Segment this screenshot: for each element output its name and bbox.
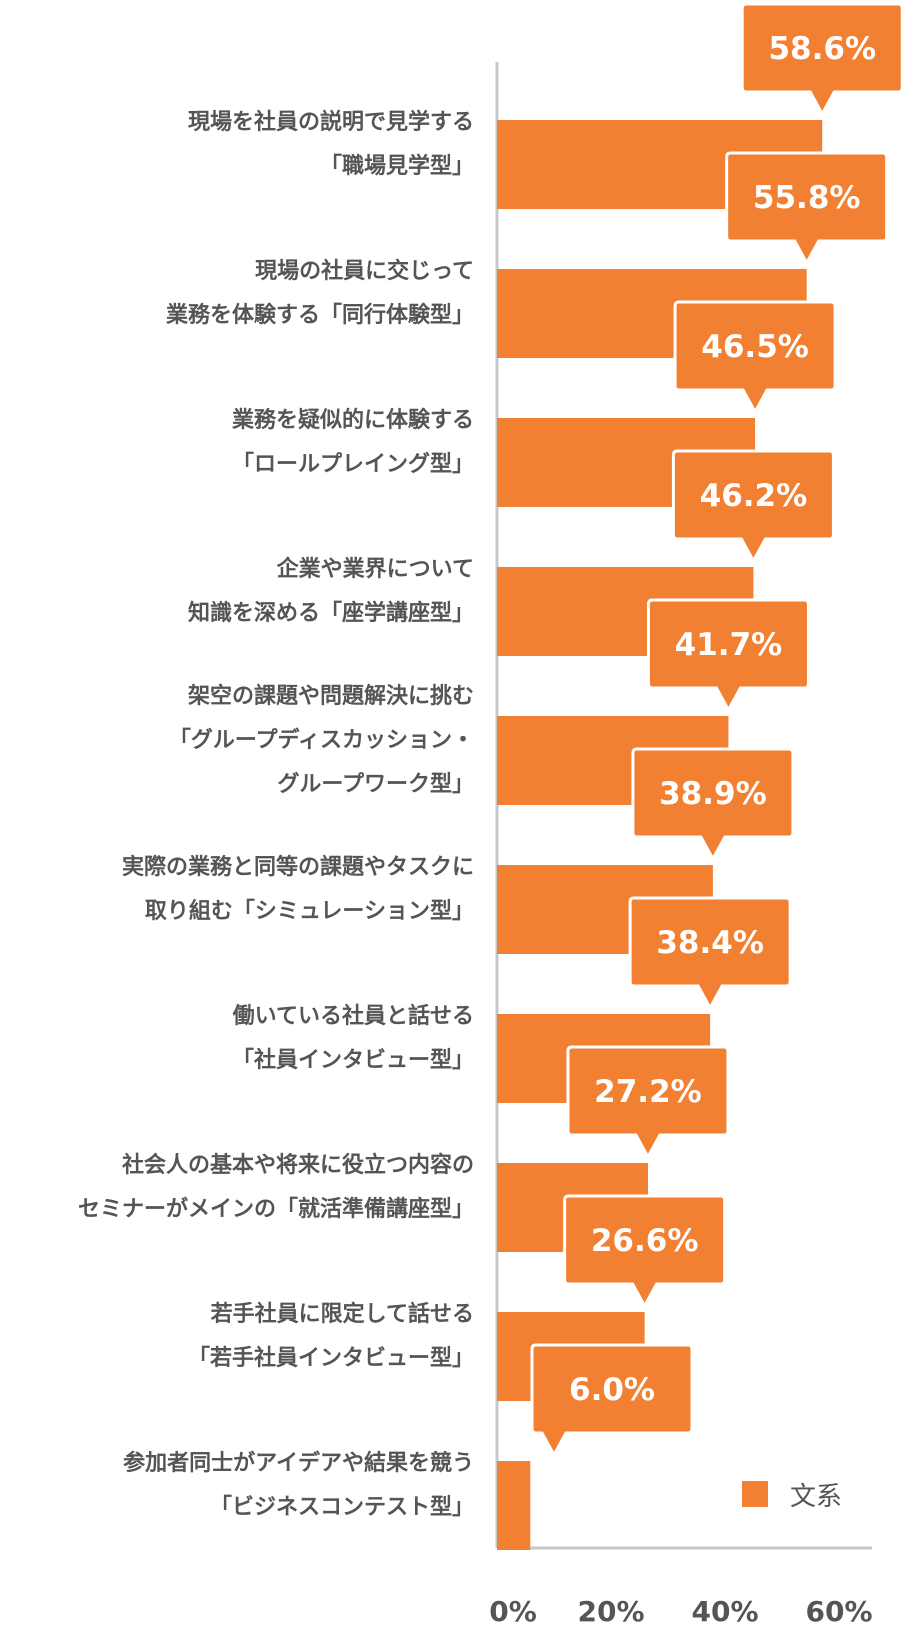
data-label: 46.5% (701, 329, 809, 365)
value-callout (673, 300, 837, 416)
data-label: 6.0% (569, 1372, 655, 1408)
value-callout (646, 598, 810, 714)
category-label: 業務を疑似的に体験する 「ロールプレイング型」 (231, 407, 474, 477)
data-label: 38.9% (659, 776, 767, 812)
data-label: 26.6% (591, 1223, 699, 1259)
category-label: 社会人の基本や将来に役立つ内容の セミナーがメインの「就活準備講座型」 (77, 1152, 474, 1222)
value-callout (740, 2, 904, 118)
x-tick-label: 20% (577, 1595, 645, 1628)
data-label: 46.2% (700, 478, 808, 514)
category-label: 架空の課題や問題解決に挑む 「グループディスカッション・ グループワーク型」 (168, 683, 474, 797)
category-label: 現場の社員に交じって 業務を体験する「同行体験型」 (165, 258, 474, 328)
category-label: 企業や業界について 知識を深める「座学講座型」 (187, 556, 474, 626)
category-label: 実際の業務と同等の課題やタスクに 取り組む「シミュレーション型」 (121, 854, 474, 924)
value-callout (563, 1194, 727, 1310)
data-label: 27.2% (594, 1074, 702, 1110)
category-label: 参加者同士がアイデアや結果を競う 「ビジネスコンテスト型」 (123, 1450, 474, 1520)
legend-swatch (742, 1481, 768, 1507)
data-label: 58.6% (768, 31, 876, 67)
value-callout (566, 1045, 730, 1161)
category-label: 現場を社員の説明で見学する 「職場見学型」 (187, 109, 474, 179)
data-label: 38.4% (656, 925, 764, 961)
value-callout (725, 151, 889, 267)
data-label: 41.7% (675, 627, 783, 663)
value-callout (628, 896, 792, 1012)
value-callout (530, 1343, 694, 1459)
bar (497, 1461, 531, 1550)
legend: 文系 (742, 1477, 843, 1512)
x-tick-label: 40% (691, 1595, 759, 1628)
category-label: 若手社員に限定して話せる 「若手社員インタビュー型」 (187, 1301, 474, 1371)
legend-label: 文系 (790, 1481, 843, 1512)
value-callout (671, 449, 835, 565)
category-label: 働いている社員と話せる 「社員インタビュー型」 (231, 1003, 474, 1073)
value-callout (631, 747, 795, 863)
value-callouts-group: 58.6% 55.8% 46.5% 46.2% 41.7% 38.9% 38.4% 27.2%… (530, 2, 904, 1459)
x-tick-label: 0% (489, 1595, 537, 1628)
x-tick-label: 60% (805, 1595, 873, 1628)
data-label: 55.8% (753, 180, 861, 216)
